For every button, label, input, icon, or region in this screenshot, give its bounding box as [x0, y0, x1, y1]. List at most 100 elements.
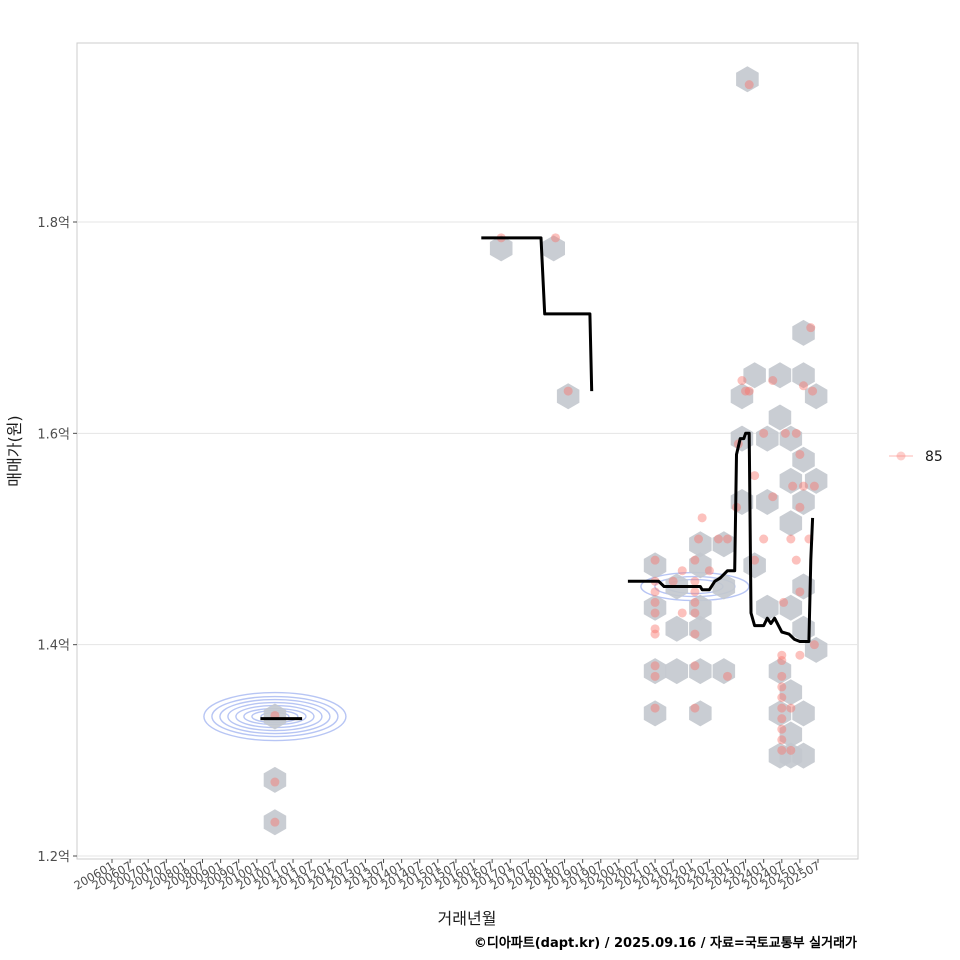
legend: 85 [889, 449, 943, 465]
hex-bin [779, 594, 803, 621]
scatter-point [791, 428, 801, 438]
scatter-point [788, 481, 798, 491]
scatter-points [270, 80, 819, 827]
scatter-point [270, 817, 280, 827]
hex-bin [792, 742, 815, 769]
scatter-point [786, 534, 796, 544]
hex-bin [756, 594, 779, 621]
hex-bin [736, 66, 759, 93]
scatter-point [786, 745, 796, 755]
y-tick-label: 1.4억 [37, 639, 70, 654]
density-contour [203, 691, 347, 742]
scatter-point [795, 502, 805, 512]
scatter-point [741, 386, 751, 396]
plot-panel [76, 42, 859, 860]
hex-bin [779, 679, 803, 706]
scatter-point [722, 671, 732, 681]
caption: ©디아파트(dapt.kr) / 2025.09.16 / 자료=국토교통부 실… [474, 935, 857, 951]
hex-bin [712, 531, 736, 558]
scatter-point [786, 703, 796, 713]
hex-bin [263, 703, 287, 730]
hex-bin [263, 809, 287, 836]
scatter-point [690, 661, 700, 671]
hex-bin [542, 235, 565, 262]
density-contour [211, 695, 339, 738]
scatter-point [744, 80, 754, 90]
hex-bin [779, 721, 803, 748]
scatter-point [809, 481, 819, 491]
y-tick-label: 1.8억 [37, 216, 70, 231]
scatter-point [690, 703, 700, 713]
trend-lines [260, 236, 815, 721]
hex-bin [779, 467, 803, 494]
scatter-point [737, 376, 747, 385]
scatter-point [650, 555, 660, 565]
hex-bin [768, 404, 792, 431]
hex-bin [792, 489, 815, 515]
scatter-point [777, 735, 787, 745]
scatter-point [759, 534, 769, 544]
scatter-point [697, 513, 707, 523]
scatter-point [759, 428, 769, 438]
scatter-point [777, 671, 787, 681]
scatter-point [799, 481, 809, 491]
scatter-point [722, 534, 732, 544]
scatter-point [690, 629, 700, 639]
scatter-point [650, 671, 660, 681]
scatter-point [777, 693, 787, 702]
scatter-point [677, 566, 687, 576]
scatter-point [563, 386, 573, 396]
hex-bin [743, 362, 766, 389]
scatter-point [777, 656, 787, 666]
y-tick-label: 1.6억 [37, 427, 70, 442]
hex-bin [665, 615, 689, 642]
scatter-point [650, 661, 660, 671]
scatter-point [768, 376, 778, 385]
hex-bin [779, 510, 803, 537]
hex-bin [792, 362, 815, 389]
hex-bin [665, 658, 689, 685]
hex-bin [804, 636, 828, 663]
hex-bin [792, 319, 815, 346]
scatter-point [795, 587, 805, 597]
scatter-point [744, 386, 754, 396]
trend-line [627, 431, 815, 643]
scatter-point [750, 471, 760, 481]
scatter-point [806, 323, 816, 333]
scatter-point [704, 566, 714, 576]
hex-bin [756, 489, 779, 515]
hex-bin [792, 700, 815, 727]
scatter-point [690, 555, 700, 565]
density-contour [219, 698, 331, 735]
trend-line [481, 236, 594, 392]
grid-lines [77, 221, 858, 857]
hex-bin [712, 658, 736, 685]
x-axis-title: 거래년월 [438, 909, 497, 928]
scatter-point [551, 233, 561, 243]
hex-bin [768, 362, 792, 389]
scatter-point [650, 608, 660, 618]
hex-bin [804, 383, 828, 410]
scatter-point [650, 703, 660, 713]
legend-marker [896, 451, 906, 461]
scatter-point [694, 534, 704, 544]
scatter-point [650, 629, 660, 639]
hex-bin [643, 552, 667, 579]
scatter-point [777, 714, 787, 724]
scatter-point [777, 703, 787, 713]
hex-bin [756, 425, 779, 452]
scatter-point [690, 597, 700, 607]
scatter-point [650, 624, 660, 634]
legend-label: 85 [925, 449, 943, 465]
hex-bin [643, 700, 667, 727]
hex-bin [489, 235, 513, 262]
density-contour [227, 701, 323, 732]
scatter-point [650, 587, 660, 597]
scatter-point [768, 492, 778, 502]
hex-bin [689, 658, 712, 685]
scatter-point [809, 640, 819, 650]
scatter-point [777, 650, 787, 660]
y-axis: 1.2억 1.4억 1.6억 1.8억 [37, 216, 77, 865]
hex-bin [263, 766, 287, 793]
